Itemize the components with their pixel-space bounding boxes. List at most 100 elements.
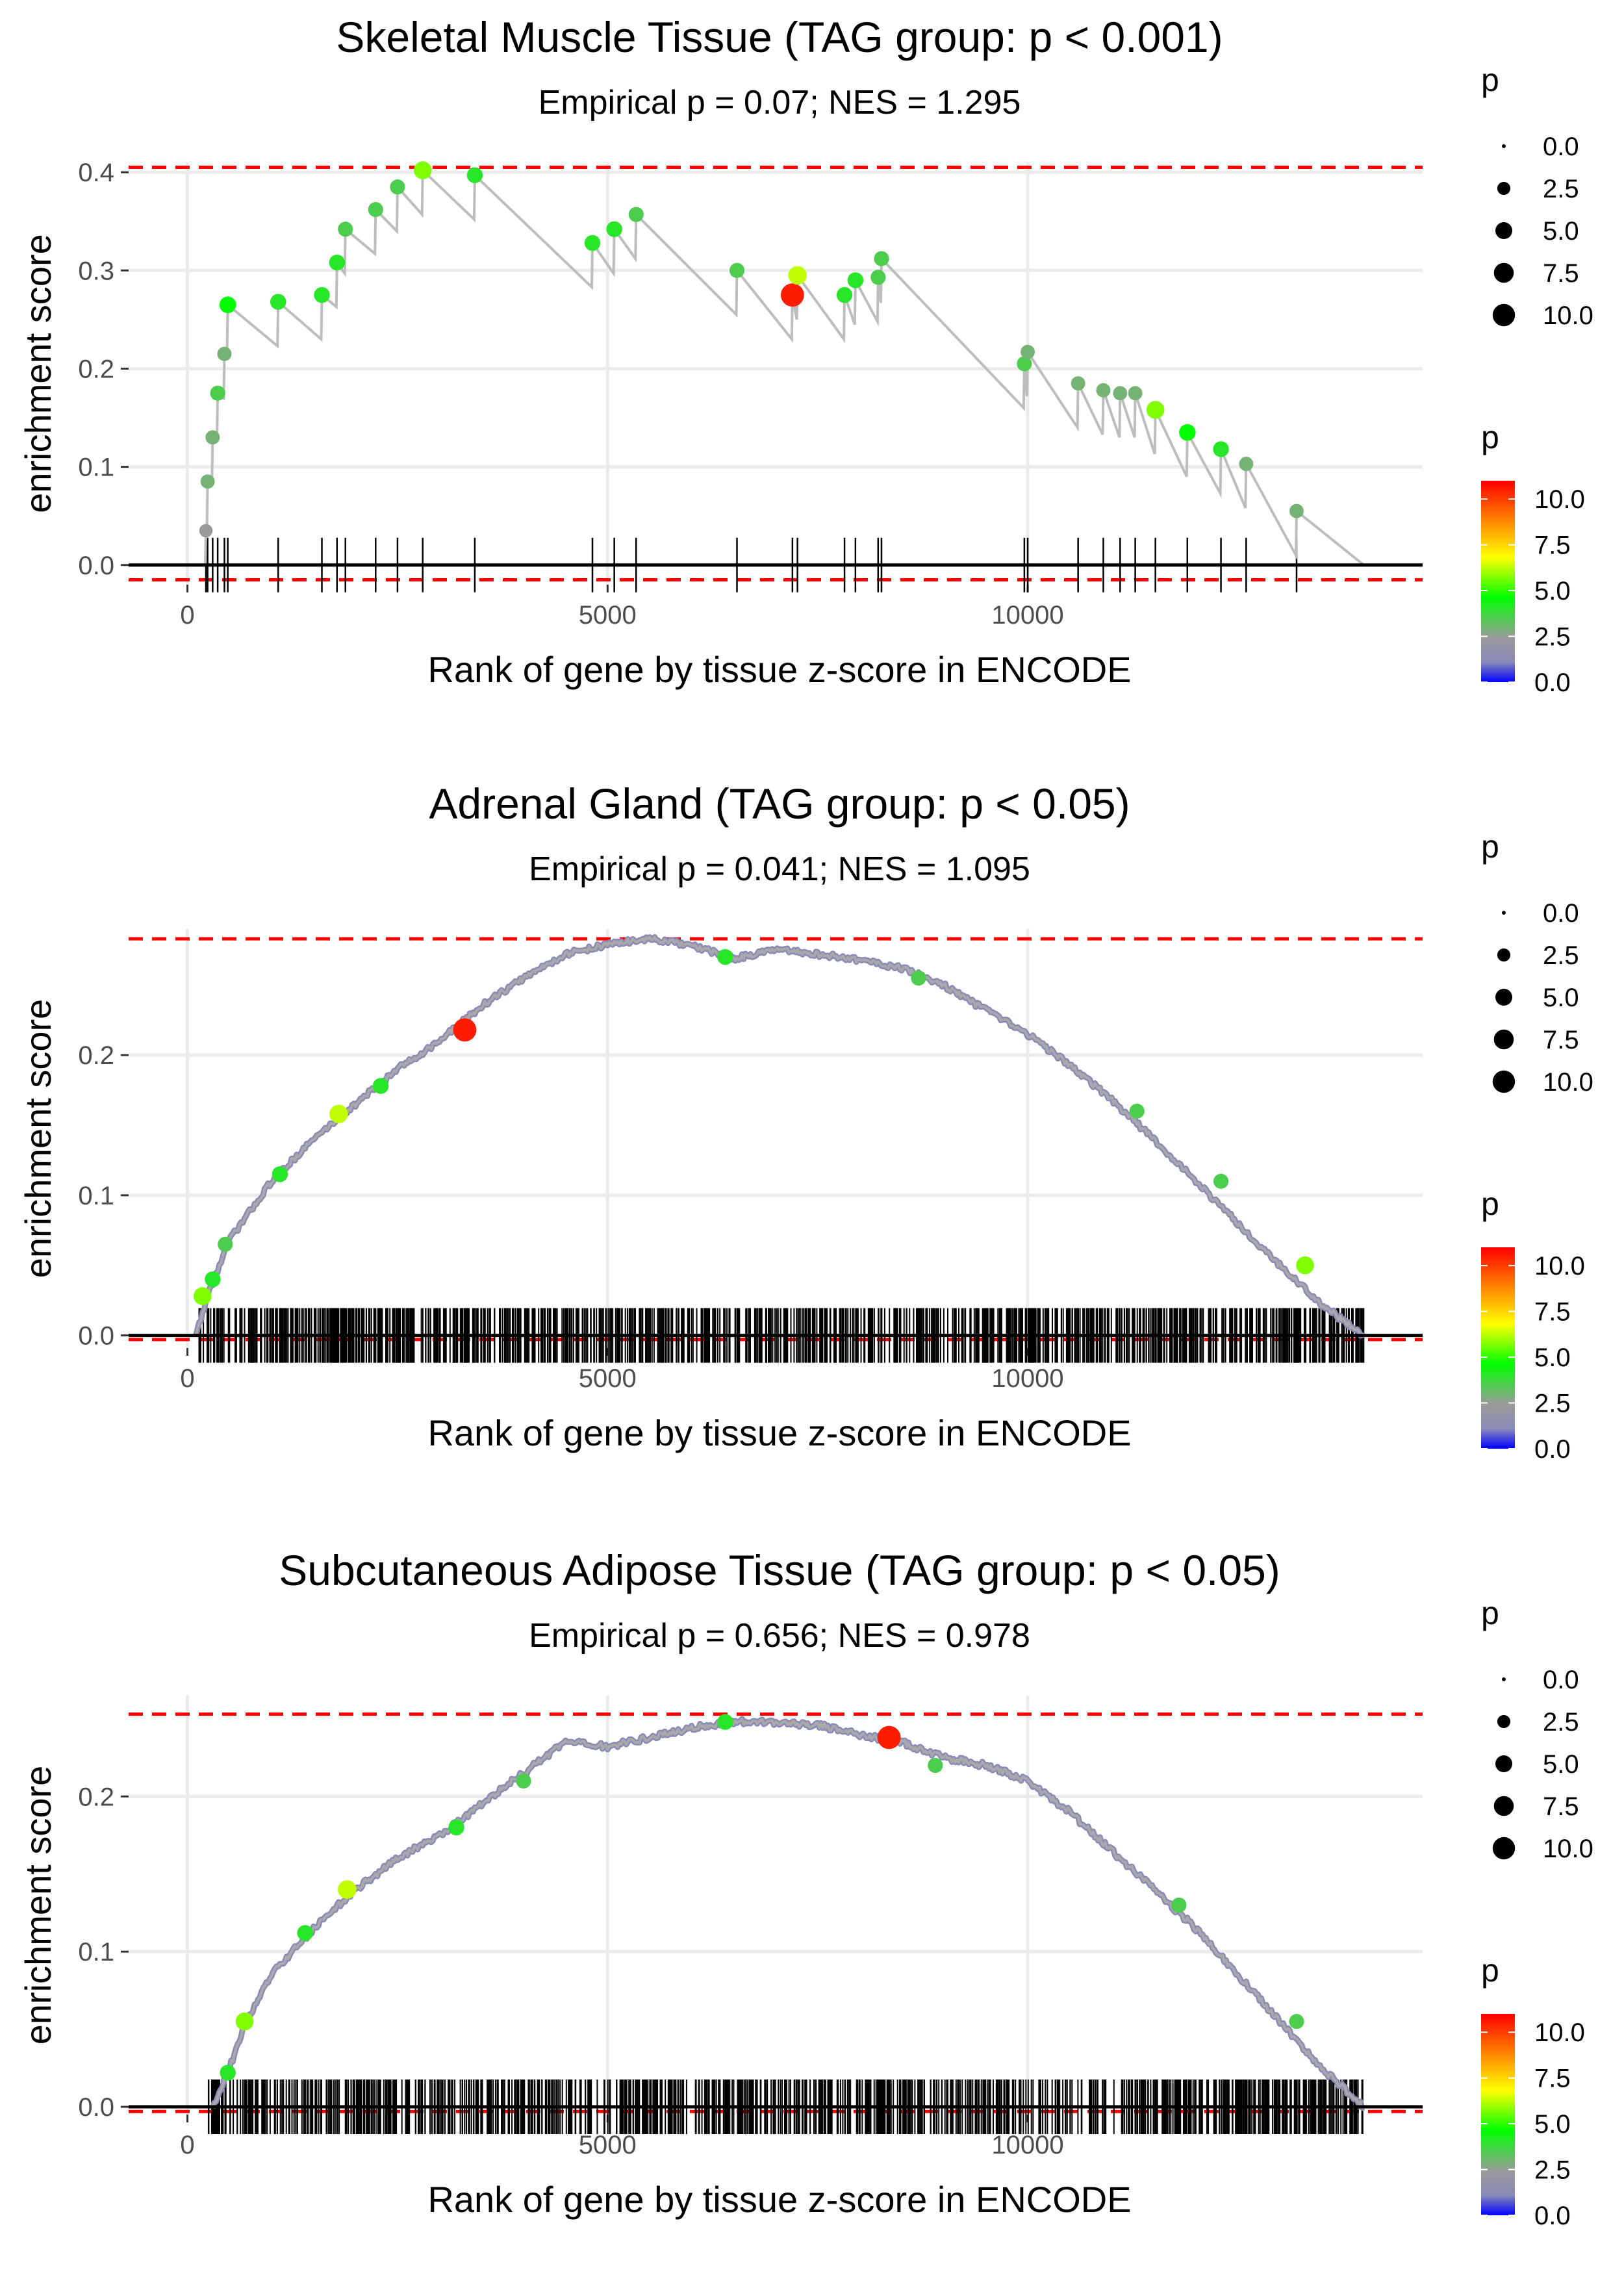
hit-point — [1289, 2014, 1304, 2029]
size-legend-key — [1497, 181, 1511, 196]
x-tick-label: 10000 — [991, 2131, 1063, 2159]
size-legend-label: 5.0 — [1543, 984, 1579, 1012]
size-legend-title: p — [1481, 1595, 1499, 1631]
hit-point — [372, 1078, 389, 1094]
hit-point — [220, 2065, 236, 2081]
chart-title: Subcutaneous Adipose Tissue (TAG group: … — [279, 1546, 1280, 1594]
chart-panel-3: Subcutaneous Adipose Tissue (TAG group: … — [18, 1546, 1593, 2230]
size-legend-title: p — [1481, 62, 1499, 98]
y-tick-label: 0.1 — [78, 1938, 114, 1966]
size-legend-label: 5.0 — [1543, 1750, 1579, 1779]
color-legend-title: p — [1481, 1186, 1499, 1222]
color-legend-label: 2.5 — [1534, 2156, 1571, 2185]
x-tick-label: 5000 — [579, 601, 637, 630]
hit-point — [453, 1018, 477, 1042]
size-legend-title: p — [1481, 828, 1499, 865]
hit-point — [338, 222, 353, 237]
color-legend-title: p — [1481, 1952, 1499, 1989]
size-legend-label: 2.5 — [1543, 1708, 1579, 1736]
size-legend-label: 0.0 — [1543, 899, 1579, 928]
y-tick-label: 0.3 — [78, 257, 114, 285]
enrichment-line-shadow — [210, 1716, 1365, 2111]
y-tick-label: 0.2 — [78, 1041, 114, 1070]
size-legend-key — [1495, 1755, 1513, 1773]
color-legend-label: 5.0 — [1534, 577, 1571, 605]
y-axis-title: enrichment score — [18, 999, 58, 1278]
chart-panel-2: Adrenal Gland (TAG group: p < 0.05) Empir… — [18, 780, 1593, 1464]
size-legend-key — [1502, 1677, 1506, 1681]
size-legend-key — [1492, 1837, 1516, 1860]
hit-point — [329, 1104, 348, 1124]
hit-point — [329, 254, 345, 271]
hit-point — [788, 266, 807, 285]
hit-point — [1071, 376, 1085, 391]
color-legend-bar — [1481, 2014, 1515, 2215]
color-legend-label: 0.0 — [1534, 1435, 1571, 1464]
hit-point — [210, 385, 225, 401]
chart-subtitle: Empirical p = 0.041; NES = 1.095 — [529, 850, 1030, 888]
hit-point — [628, 207, 644, 222]
hit-point — [870, 270, 886, 285]
hit-point — [1129, 1103, 1145, 1119]
y-tick-label: 0.1 — [78, 453, 114, 482]
hit-point — [516, 1773, 531, 1788]
size-legend-label: 2.5 — [1543, 941, 1579, 970]
enrichment-line — [211, 1717, 1365, 2109]
hit-point — [1017, 356, 1032, 372]
size-legend-key — [1493, 1796, 1514, 1816]
hit-point — [235, 2012, 254, 2031]
color-legend-label: 5.0 — [1534, 2110, 1571, 2139]
hit-point — [780, 283, 804, 307]
hit-point — [911, 970, 926, 986]
hit-point — [606, 221, 622, 237]
color-legend-label: 10.0 — [1534, 485, 1585, 514]
y-tick-label: 0.0 — [78, 552, 114, 580]
hit-point — [836, 286, 853, 303]
hit-point — [448, 1819, 464, 1836]
color-legend-label: 7.5 — [1534, 1298, 1571, 1327]
color-legend-title: p — [1481, 419, 1499, 455]
size-legend-key — [1493, 262, 1514, 283]
hit-point — [205, 1271, 221, 1288]
hit-point — [270, 294, 286, 310]
hit-point — [1179, 424, 1196, 441]
color-legend-label: 10.0 — [1534, 1252, 1585, 1280]
y-tick-label: 0.1 — [78, 1182, 114, 1210]
x-tick-label: 10000 — [991, 601, 1063, 630]
color-legend-bar — [1481, 1247, 1515, 1449]
x-tick-label: 0 — [180, 601, 194, 630]
hit-point — [874, 251, 889, 266]
size-legend-label: 0.0 — [1543, 133, 1579, 161]
y-tick-label: 0.0 — [78, 1322, 114, 1351]
color-legend-label: 7.5 — [1534, 2065, 1571, 2093]
x-axis-title: Rank of gene by tissue z-score in ENCODE — [427, 649, 1131, 690]
chart-title: Skeletal Muscle Tissue (TAG group: p < 0… — [336, 13, 1223, 61]
hit-point — [1171, 1897, 1187, 1913]
hit-point — [584, 235, 601, 251]
x-tick-label: 0 — [180, 1364, 194, 1393]
hit-point — [390, 179, 405, 195]
hit-point — [205, 430, 220, 445]
color-legend-label: 0.0 — [1534, 2202, 1571, 2230]
hit-point — [877, 1725, 901, 1749]
y-axis-title: enrichment score — [18, 234, 58, 513]
hit-point — [729, 262, 745, 278]
hit-point — [1021, 344, 1035, 359]
color-legend-label: 2.5 — [1534, 623, 1571, 652]
y-tick-label: 0.4 — [78, 159, 114, 187]
hit-point — [272, 1166, 288, 1182]
hit-point — [199, 524, 213, 538]
size-legend-key — [1492, 1070, 1516, 1093]
hit-point — [1128, 386, 1143, 401]
hit-point — [368, 201, 383, 218]
hit-point — [314, 286, 330, 303]
hit-point — [1289, 503, 1304, 518]
enrichment-line-shadow — [193, 934, 1366, 1339]
size-legend-label: 10.0 — [1543, 1068, 1593, 1097]
chart-panel-1: Skeletal Muscle Tissue (TAG group: p < 0… — [18, 13, 1593, 697]
hit-point — [218, 1236, 233, 1252]
chart-subtitle: Empirical p = 0.07; NES = 1.295 — [539, 84, 1021, 121]
x-axis-title: Rank of gene by tissue z-score in ENCODE — [427, 2179, 1131, 2220]
hit-point — [1096, 383, 1111, 398]
